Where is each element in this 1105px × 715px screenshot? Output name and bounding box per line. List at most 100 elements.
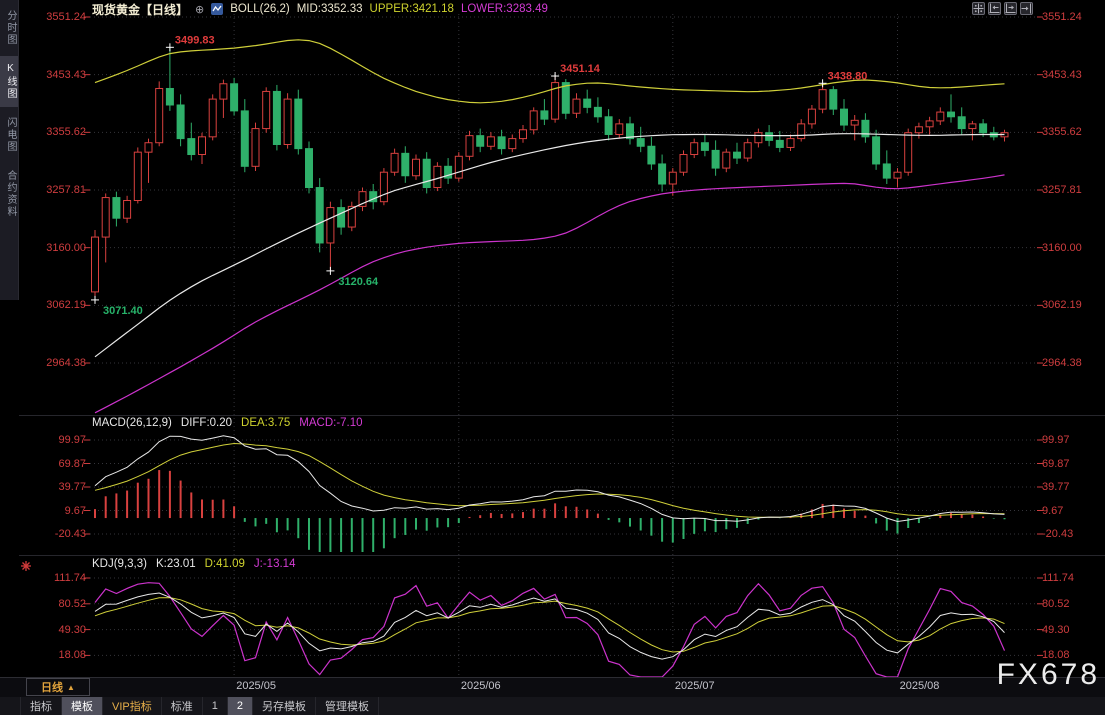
boll-mid-value: MID:3352.33 [296,3,363,15]
candle [914,126,923,134]
kdj-axis-label: 80.52 [1042,597,1070,610]
candle [647,145,656,165]
candle [626,123,634,140]
candle [615,123,624,135]
candle [979,123,988,134]
kdj-axis-label: 18.08 [58,649,86,662]
x-axis-label: 2025/08 [899,680,940,692]
boll-name: BOLL(26,2) [230,3,290,15]
candle [572,98,581,114]
annotations-layer: 3499.83 3071.40 3120.64 3451.14 3438.80 [91,34,867,317]
candle [968,123,977,130]
candle [208,98,217,138]
kdj-j-value: J:-13.14 [253,558,296,570]
price-axis-label: 3160.00 [1042,241,1082,254]
toolbar-item-4[interactable]: 1 [203,697,228,715]
kdj-layer [94,582,1006,678]
link-icon: ⊕ [195,3,205,16]
candle [711,149,720,169]
candle [936,111,945,122]
macd-axis-label: -20.43 [1042,528,1074,540]
candle [412,158,420,177]
boll-lower-line [94,174,1005,414]
price-axis-label: 3257.81 [1042,184,1082,196]
price-axis-label: 3551.24 [1042,11,1082,23]
crosshair-icon[interactable] [972,2,985,15]
zoom-x-out-icon[interactable] [1004,2,1017,15]
toolbar-item-0[interactable]: 指标 [20,697,62,715]
toolbar-item-1[interactable]: 模板 [62,697,103,715]
candle [818,89,827,110]
candle [561,82,570,114]
candle [198,136,206,156]
candle [283,98,292,145]
candle [379,171,388,203]
candle [91,236,99,293]
price-annotation: 3438.80 [828,70,868,82]
candle [294,98,303,150]
mini-chart-icon [211,3,224,15]
sidebar-tab-3[interactable]: 合约资料 [5,170,16,218]
diff-line [94,435,1005,523]
price-annotation: 3499.83 [175,34,215,46]
candle [315,187,324,244]
candle [593,106,602,118]
toolbar-item-7[interactable]: 管理模板 [316,697,379,715]
zoom-x-in-icon[interactable] [988,2,1001,15]
price-axis-label: 3551.24 [46,11,86,23]
candle [272,90,281,145]
macd-name: MACD(26,12,9) [92,417,172,429]
kdj-axis-label: 18.08 [1042,649,1070,662]
kdj-axis-label: 111.74 [1042,572,1075,584]
toolbar-item-6[interactable]: 另存模板 [253,697,316,715]
chart-title: 现货黄金【日线】 [92,2,189,17]
candle [486,136,495,147]
d-line [94,597,1005,653]
candle [519,129,527,140]
candle [583,98,592,108]
kdj-axis-label: 49.30 [1042,623,1070,636]
sidebar-tab-2[interactable]: 闪电图 [5,117,16,153]
candle [305,148,313,189]
kdj-name: KDJ(9,3,3) [92,558,147,570]
candle [700,142,709,151]
candle [604,116,613,135]
price-axis-label: 3453.43 [1042,68,1082,81]
price-axis-label: 2964.38 [46,357,86,370]
candle [422,158,431,189]
candle [401,152,410,177]
price-annotation: 3071.40 [103,305,143,317]
price-annotation: 3120.64 [338,276,379,288]
candle [840,108,848,126]
kdj-settings-icon[interactable] [20,559,32,577]
price-axis-label: 3062.19 [46,299,86,312]
candle [797,123,806,140]
sidebar-tab-1[interactable]: K线图 [0,56,18,107]
x-axis-label: 2025/05 [236,680,276,692]
pan-right-icon[interactable] [1020,2,1033,15]
macd-axis-label: 9.67 [1042,504,1064,517]
candle [262,90,271,130]
sidebar-tab-0[interactable]: 分时图 [5,10,16,46]
candle [551,82,560,120]
candle [882,163,891,179]
kdj-d-value: D:41.09 [204,558,245,570]
toolbar-item-3[interactable]: 标准 [162,697,203,715]
boll-mid-line [94,133,1005,358]
candle [454,155,463,179]
grid-layer [19,14,1105,676]
kdj-header: KDJ(9,3,3) K:23.01 D:41.09 J:-13.14 [92,558,295,570]
candle [358,191,367,207]
macd-axis-label: 9.67 [64,504,86,517]
chart-header: 现货黄金【日线】 ⊕ BOLL(26,2) MID:3352.33 UPPER:… [92,1,548,17]
candle [508,138,517,150]
toolbar-item-2[interactable]: VIP指标 [103,697,162,715]
candle [133,151,142,202]
x-axis-label: 2025/07 [674,680,715,692]
toolbar-item-5[interactable]: 2 [227,697,253,715]
period-selector[interactable]: 日线 ▲ [26,678,90,696]
candle [957,116,966,130]
macd-axis-label: 99.97 [58,434,86,446]
